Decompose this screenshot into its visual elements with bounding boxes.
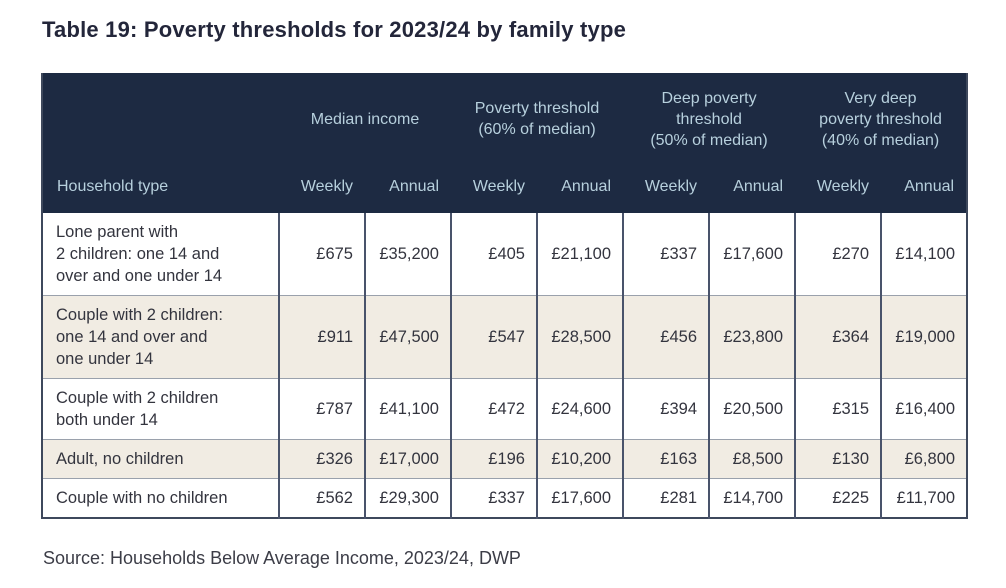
value-cell: £23,800	[708, 295, 796, 379]
column-header-annual-median: Annual	[365, 165, 451, 213]
value-cell: £17,600	[708, 213, 796, 296]
column-header-weekly-deep: Weekly	[623, 165, 710, 213]
value-cell: £130	[794, 439, 882, 479]
value-cell: £456	[622, 295, 710, 379]
value-cell: £41,100	[364, 378, 451, 440]
group-header-poverty-threshold: Poverty threshold (60% of median)	[451, 73, 624, 165]
value-cell: £787	[278, 378, 365, 440]
value-cell: £675	[278, 213, 365, 296]
column-header-weekly-median: Weekly	[279, 165, 365, 213]
value-cell: £911	[278, 295, 365, 379]
group-header-deep-poverty-threshold: Deep poverty threshold (50% of median)	[623, 73, 796, 165]
table-row: Lone parent with 2 children: one 14 and …	[42, 213, 968, 296]
value-cell: £16,400	[880, 378, 968, 440]
value-cell: £337	[622, 213, 710, 296]
household-type-cell: Adult, no children	[42, 439, 279, 479]
value-cell: £24,600	[535, 378, 624, 440]
poverty-thresholds-table: Median income Poverty threshold (60% of …	[41, 73, 969, 519]
table-row: Couple with 2 children both under 14 £78…	[42, 378, 968, 440]
value-cell: £472	[450, 378, 537, 440]
value-cell: £196	[450, 439, 537, 479]
value-cell: £20,500	[708, 378, 796, 440]
household-type-cell: Couple with no children	[42, 478, 279, 518]
table-row: Couple with 2 children: one 14 and over …	[42, 295, 968, 379]
group-header-very-deep-poverty-threshold: Very deep poverty threshold (40% of medi…	[795, 73, 968, 165]
group-header-spacer	[42, 73, 279, 165]
value-cell: £8,500	[708, 439, 796, 479]
value-cell: £364	[794, 295, 882, 379]
value-cell: £14,700	[708, 478, 796, 518]
household-type-cell: Couple with 2 children both under 14	[42, 378, 279, 440]
value-cell: £394	[622, 378, 710, 440]
table-row: Couple with no children £562 £29,300 £33…	[42, 478, 968, 518]
value-cell: £17,600	[535, 478, 624, 518]
value-cell: £35,200	[364, 213, 451, 296]
value-cell: £19,000	[880, 295, 968, 379]
value-cell: £405	[450, 213, 537, 296]
source-note: Source: Households Below Average Income,…	[43, 548, 521, 568]
group-header-median-income: Median income	[279, 73, 451, 165]
value-cell: £547	[450, 295, 537, 379]
value-cell: £315	[794, 378, 882, 440]
value-cell: £11,700	[880, 478, 968, 518]
table-body: Lone parent with 2 children: one 14 and …	[42, 213, 968, 518]
column-header-annual-very-deep: Annual	[881, 165, 968, 213]
value-cell: £281	[622, 478, 710, 518]
value-cell: £28,500	[535, 295, 624, 379]
value-cell: £337	[450, 478, 537, 518]
column-header-annual-poverty: Annual	[537, 165, 624, 213]
column-header-household-type: Household type	[42, 165, 279, 213]
value-cell: £21,100	[535, 213, 624, 296]
column-header-annual-deep: Annual	[709, 165, 796, 213]
column-header-weekly-poverty: Weekly	[451, 165, 537, 213]
table-row: Adult, no children £326 £17,000 £196 £10…	[42, 439, 968, 479]
table-title: Table 19: Poverty thresholds for 2023/24…	[42, 17, 627, 42]
sub-header-row: Household type Weekly Annual Weekly Annu…	[42, 165, 968, 213]
value-cell: £163	[622, 439, 710, 479]
value-cell: £326	[278, 439, 365, 479]
value-cell: £562	[278, 478, 365, 518]
value-cell: £270	[794, 213, 882, 296]
value-cell: £47,500	[364, 295, 451, 379]
group-header-row: Median income Poverty threshold (60% of …	[42, 73, 968, 165]
household-type-cell: Lone parent with 2 children: one 14 and …	[42, 213, 279, 296]
value-cell: £10,200	[535, 439, 624, 479]
column-header-weekly-very-deep: Weekly	[795, 165, 882, 213]
value-cell: £225	[794, 478, 882, 518]
value-cell: £6,800	[880, 439, 968, 479]
value-cell: £14,100	[880, 213, 968, 296]
table-header: Median income Poverty threshold (60% of …	[42, 73, 968, 213]
value-cell: £17,000	[364, 439, 451, 479]
value-cell: £29,300	[364, 478, 451, 518]
household-type-cell: Couple with 2 children: one 14 and over …	[42, 295, 279, 379]
